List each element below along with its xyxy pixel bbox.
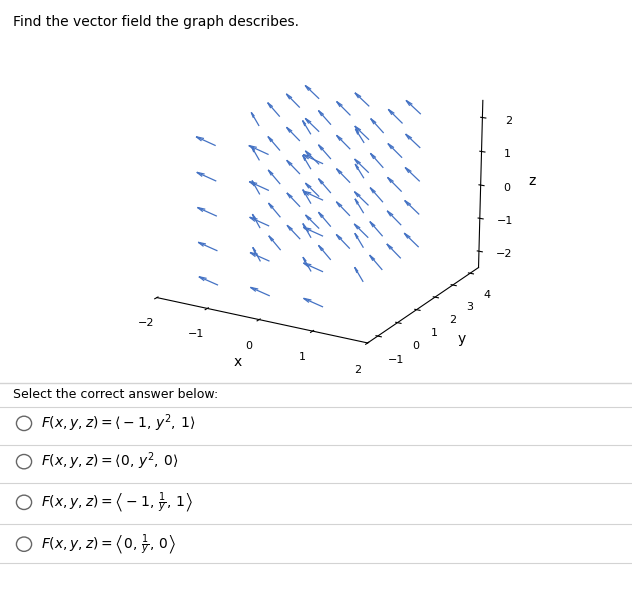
X-axis label: x: x (234, 355, 242, 369)
Text: Select the correct answer below:: Select the correct answer below: (13, 388, 218, 401)
Text: $F(x, y, z) = \left\langle -1,\, \frac{1}{y},\, 1 \right\rangle$: $F(x, y, z) = \left\langle -1,\, \frac{1… (41, 490, 193, 515)
Text: $F(x, y, z) = \langle 0,\, y^2,\, 0 \rangle$: $F(x, y, z) = \langle 0,\, y^2,\, 0 \ran… (41, 451, 178, 472)
Text: $F(x, y, z) = \langle -1,\, y^2,\, 1 \rangle$: $F(x, y, z) = \langle -1,\, y^2,\, 1 \ra… (41, 413, 195, 434)
Y-axis label: y: y (457, 332, 465, 346)
Text: $F(x, y, z) = \left\langle 0,\, \frac{1}{y},\, 0 \right\rangle$: $F(x, y, z) = \left\langle 0,\, \frac{1}… (41, 532, 176, 557)
Text: Find the vector field the graph describes.: Find the vector field the graph describe… (13, 15, 299, 29)
